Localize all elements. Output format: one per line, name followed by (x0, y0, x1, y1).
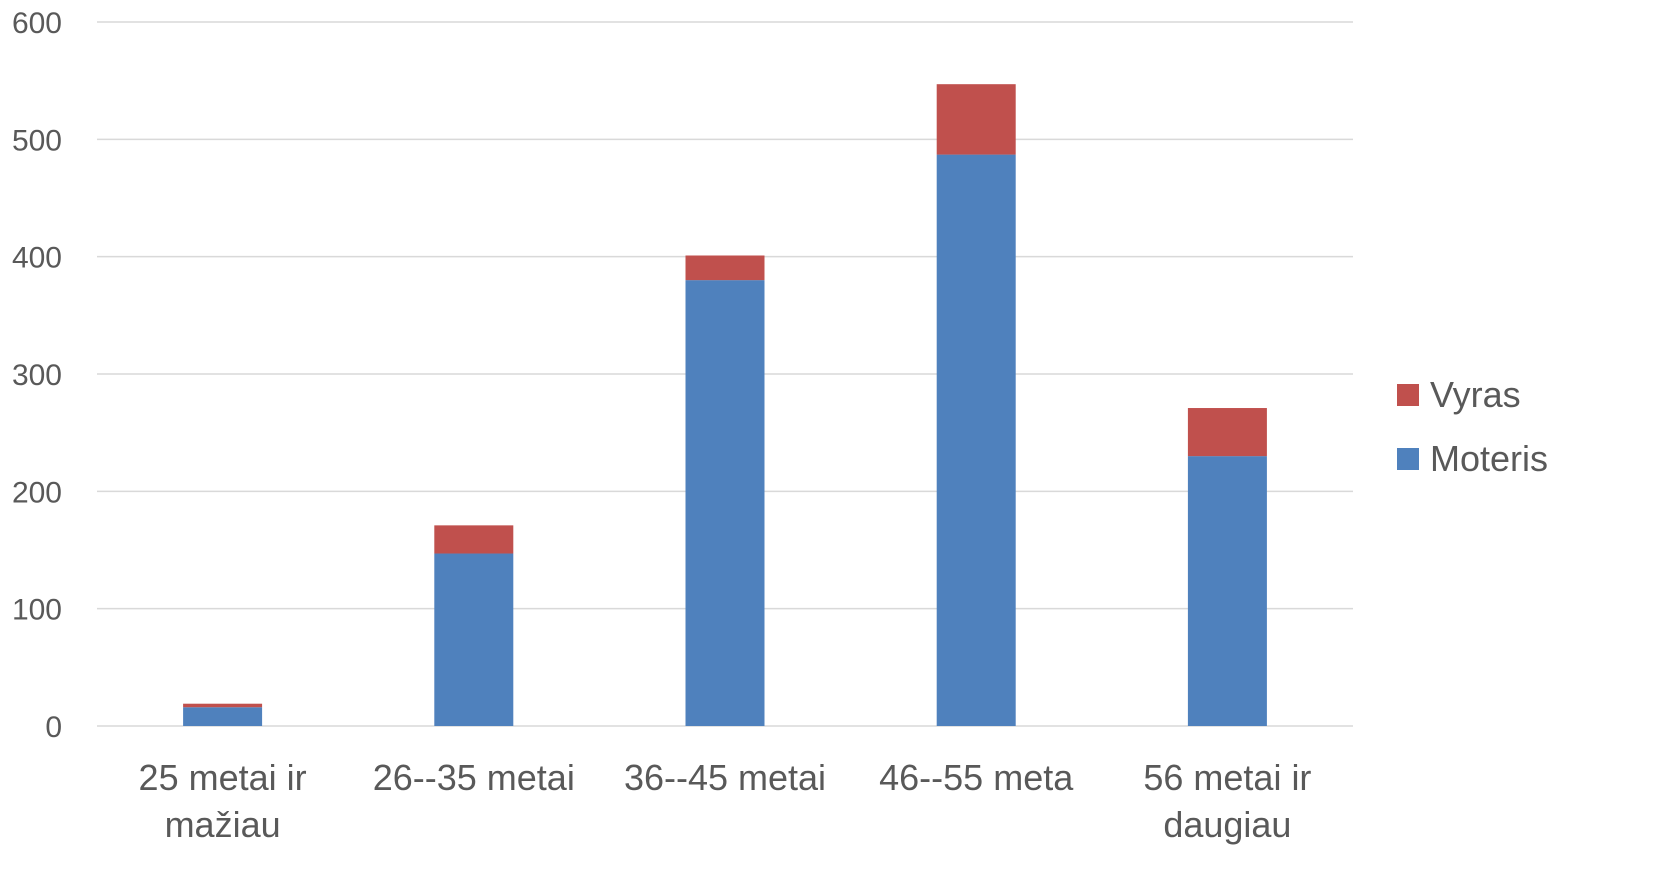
legend-swatch-moteris (1397, 448, 1419, 470)
bar-segment-moteris (685, 280, 765, 726)
bar-segment-moteris (434, 553, 514, 726)
legend-label-vyras: Vyras (1430, 374, 1521, 415)
legend-swatch-vyras (1397, 384, 1419, 406)
y-tick-label: 300 (12, 359, 62, 392)
bar-segment-vyras (1187, 408, 1267, 457)
y-axis-tick-labels: 0 100 200 300 400 500 600 (12, 7, 62, 744)
legend: Vyras Moteris (1397, 374, 1548, 479)
x-category-label: 36--45 metai (624, 757, 826, 798)
bar-segment-vyras (936, 84, 1016, 155)
x-category-label-line: daugiau (1163, 804, 1291, 845)
x-category-label-line: 36--45 metai (624, 757, 826, 798)
y-tick-label: 200 (12, 476, 62, 509)
x-category-label: 26--35 metai (373, 757, 575, 798)
y-tick-label: 600 (12, 7, 62, 40)
bar-segment-moteris (183, 707, 263, 726)
x-category-label-line: mažiau (165, 804, 281, 845)
y-tick-label: 400 (12, 242, 62, 275)
bar-segment-vyras (685, 255, 765, 281)
x-category-label-line: 25 metai ir (139, 757, 307, 798)
x-axis-category-labels: 25 metai ir mažiau 26--35 metai 36--45 meta… (139, 757, 1312, 845)
bar-segment-moteris (1187, 456, 1267, 726)
x-category-label: 56 metai ir daugiau (1143, 757, 1311, 845)
bar-segment-vyras (434, 525, 514, 554)
legend-label-moteris: Moteris (1430, 438, 1548, 479)
x-category-label-line: 46--55 meta (879, 757, 1074, 798)
x-category-label: 46--55 meta (879, 757, 1074, 798)
bar-segment-moteris (936, 154, 1016, 726)
x-category-label-line: 26--35 metai (373, 757, 575, 798)
y-tick-label: 100 (12, 594, 62, 627)
x-category-label: 25 metai ir mažiau (139, 757, 307, 845)
bars (183, 84, 1267, 726)
y-tick-label: 500 (12, 124, 62, 157)
bar-segment-vyras (183, 703, 263, 708)
x-category-label-line: 56 metai ir (1143, 757, 1311, 798)
y-tick-label: 0 (45, 711, 62, 744)
